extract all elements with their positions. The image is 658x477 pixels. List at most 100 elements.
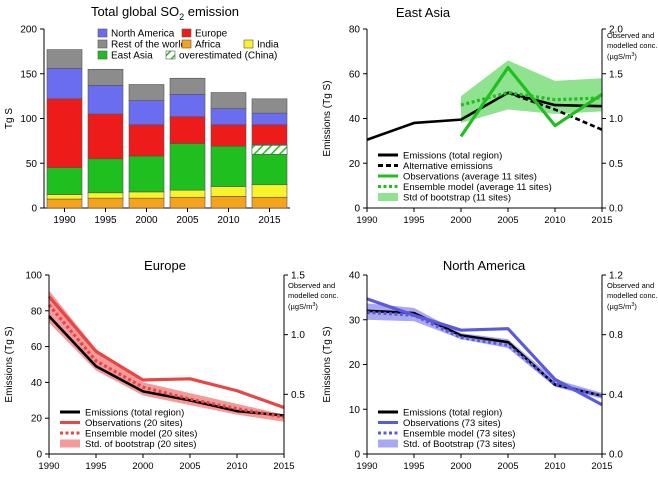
x-tick-label: 1990 <box>356 461 377 472</box>
bar-east-asia <box>87 158 124 194</box>
x-tick-label: 2010 <box>217 215 240 226</box>
legend-swatch <box>378 193 398 201</box>
chart-title: East Asia <box>396 5 451 20</box>
y2-tick-label: 0.0 <box>609 204 623 215</box>
y2-tick-label: 1.5 <box>609 69 623 80</box>
x-tick-label: 2005 <box>176 215 199 226</box>
x-tick-label: 1990 <box>38 461 59 472</box>
legend-label: Observations (73 sites) <box>403 418 501 429</box>
line-emissions-total-region <box>366 91 603 141</box>
bar-india <box>87 192 124 199</box>
y-axis-label: Emissions (Tg S) <box>322 326 333 402</box>
legend-label: Observations (20 sites) <box>85 418 183 429</box>
y-tick-label: 60 <box>349 69 361 80</box>
bar-india <box>46 194 83 200</box>
y2-axis-unit: (µgS/m3) <box>607 52 637 61</box>
y2-axis-label: modelled conc. <box>288 291 338 300</box>
bar-east-asia <box>210 145 247 187</box>
legend-label: Emissions (total region) <box>403 408 502 419</box>
y2-tick-label: 1.2 <box>609 271 623 282</box>
y2-tick-label: 0.4 <box>609 390 623 401</box>
north-america-panel: North America 0 10 20 30 40 0.0 0.4 0.8 1.2 1990 19… <box>322 258 657 472</box>
y-tick-label: 40 <box>349 114 361 125</box>
x-tick-label: 2005 <box>179 461 200 472</box>
legend-swatch <box>181 28 192 38</box>
y2-tick-label: 0.5 <box>291 390 305 401</box>
x-tick-label: 1995 <box>94 215 117 226</box>
y-tick-label: 0 <box>31 204 37 215</box>
y2-tick-label: 0.0 <box>609 450 623 461</box>
line-observations-20-sites <box>47 295 285 409</box>
unit-superscript: 3 <box>312 302 315 308</box>
bar-europe <box>46 98 83 169</box>
x-tick-label: 2005 <box>497 461 518 472</box>
bar-east-asia <box>46 167 83 195</box>
legend-swatch <box>97 39 108 49</box>
bar-rest-of-the-world <box>169 77 206 95</box>
y2-axis-label: modelled conc. <box>607 291 657 300</box>
y-tick-label: 80 <box>31 306 43 317</box>
y2-tick-label: 2.0 <box>609 25 623 36</box>
chart-title: Europe <box>144 258 186 273</box>
bar-europe <box>128 124 165 157</box>
x-tick-label: 2000 <box>135 215 158 226</box>
y-tick-label: 20 <box>31 414 43 425</box>
x-tick-label: 2015 <box>273 461 294 472</box>
bar-africa <box>46 198 83 209</box>
bar-india <box>128 191 165 199</box>
bar-europe <box>87 113 124 160</box>
bar-north-america <box>46 68 83 100</box>
legend-label: Observations (average 11 sites) <box>403 172 537 183</box>
chart-title: Total global SO2 emission <box>91 4 239 22</box>
y-tick-label: 150 <box>20 69 37 80</box>
bar-north-america <box>128 100 165 126</box>
chart-title: North America <box>443 258 526 273</box>
y-axis-label: Emissions (Tg S) <box>322 80 333 156</box>
x-tick-label: 1995 <box>85 461 106 472</box>
y-tick-label: 100 <box>25 271 42 282</box>
bar-north-america <box>251 112 288 126</box>
line-alternative-emissions <box>507 91 603 131</box>
legend-label: Ensemble model (average 11 sites) <box>403 182 552 193</box>
europe-panel: Europe 0 20 40 60 80 100 0.5 1.0 1.5 1990 1995 2000 2… <box>4 258 338 472</box>
bar-north-america <box>169 94 206 118</box>
line-emissions-total-region <box>48 315 285 417</box>
bar-overestimated-china <box>251 145 288 155</box>
y2-tick-label: 1.5 <box>291 271 305 282</box>
unit-superscript: 3 <box>631 302 634 308</box>
legend-swatch <box>165 50 176 60</box>
y2-tick-label: 1.0 <box>609 114 623 125</box>
legend-label: Std of bootstrap (11 sites) <box>403 193 511 204</box>
band-std-of-bootstrap-11-sites <box>461 60 602 123</box>
x-tick-label: 2015 <box>591 215 612 226</box>
legend-swatch <box>378 439 398 448</box>
bar-rest-of-the-world <box>210 92 247 109</box>
legend-swatch <box>97 28 108 38</box>
legend-swatch <box>181 39 192 49</box>
x-tick-label: 2010 <box>544 461 565 472</box>
bar-europe <box>251 124 288 145</box>
x-tick-label: 2000 <box>132 461 153 472</box>
legend-label: Ensemble model (20 sites) <box>85 429 197 440</box>
x-tick-label: 2015 <box>591 461 612 472</box>
unit-superscript: 3 <box>631 52 634 58</box>
line-ensemble-model-73-sites <box>366 310 603 398</box>
x-tick-label: 1995 <box>403 461 424 472</box>
bar-north-america <box>210 108 247 126</box>
line-ensemble-model-20-sites <box>47 303 285 419</box>
legend-label: Std. of bootstrap (20 sites) <box>85 439 196 450</box>
bar-africa <box>128 197 165 209</box>
y2-tick-label: 1.0 <box>291 330 305 341</box>
y2-axis-unit: (µgS/m3) <box>607 302 637 311</box>
unit-close: ) <box>634 302 637 311</box>
bar-africa <box>251 196 288 209</box>
x-tick-label: 2010 <box>544 215 565 226</box>
y2-tick-label: 0.8 <box>609 330 623 341</box>
unit-close: ) <box>315 302 318 311</box>
east-asia-panel: East Asia 0 20 40 60 80 0.0 0.5 1.0 1.5 2.0 1990 199… <box>322 5 657 226</box>
legend-label: overestimated (China) <box>179 51 277 62</box>
y2-axis-label: Observed and <box>607 31 654 40</box>
y-tick-label: 100 <box>20 114 37 125</box>
y-tick-label: 10 <box>349 405 361 416</box>
